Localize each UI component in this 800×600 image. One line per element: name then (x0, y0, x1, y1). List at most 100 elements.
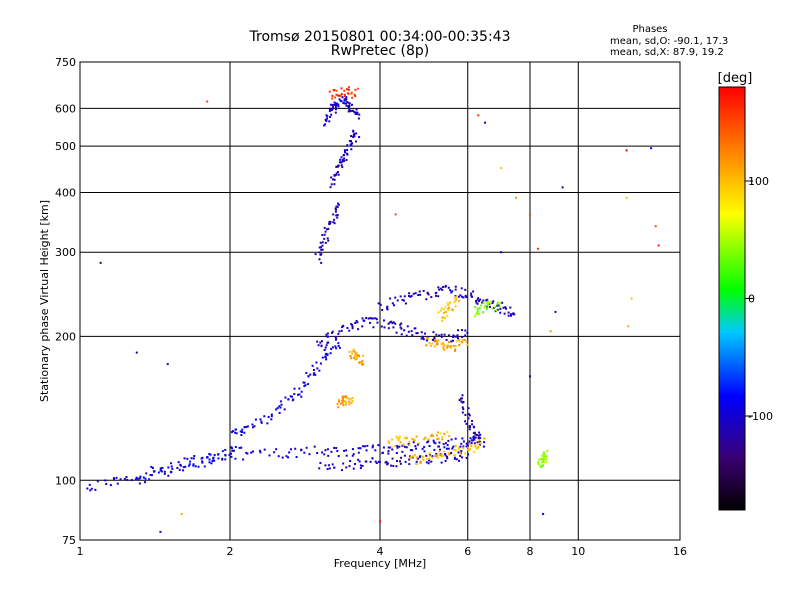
echo-point (416, 443, 419, 446)
echo-point (423, 450, 426, 453)
echo-point (242, 458, 245, 461)
echo-point (415, 447, 418, 450)
echo-point (473, 450, 476, 453)
echo-point (350, 401, 353, 404)
echo-point (432, 439, 435, 442)
echo-point (483, 441, 486, 444)
echo-point (403, 295, 406, 298)
echo-point (318, 467, 321, 470)
echo-point (358, 355, 361, 358)
echo-point (440, 453, 443, 456)
echo-point (512, 313, 515, 316)
echo-point (161, 470, 164, 473)
echo-point (371, 444, 374, 447)
echo-point (412, 292, 415, 295)
echo-point (275, 408, 278, 411)
echo-point (414, 445, 417, 448)
echo-point (335, 165, 338, 168)
echo-point (318, 251, 321, 254)
echo-point (340, 161, 343, 164)
echo-point (367, 317, 370, 320)
echo-point (277, 455, 280, 458)
echo-point (536, 247, 539, 250)
echo-point (464, 329, 467, 332)
echo-point (454, 299, 457, 302)
echo-point (280, 403, 283, 406)
echo-point (459, 452, 462, 455)
echo-point (459, 445, 462, 448)
echo-point (499, 302, 502, 305)
echo-point (326, 332, 329, 335)
y-tick-label: 400 (55, 186, 76, 199)
echo-point (415, 332, 418, 335)
echo-point (320, 248, 323, 251)
echo-point (395, 435, 398, 438)
echo-point (435, 341, 438, 344)
echo-point (410, 295, 413, 298)
echo-point (468, 426, 471, 429)
echo-point (507, 311, 510, 314)
echo-point (354, 322, 357, 325)
echo-point (116, 482, 119, 485)
echo-point (333, 222, 336, 225)
echo-point (431, 342, 434, 345)
echo-point (221, 457, 224, 460)
echo-point (454, 445, 457, 448)
echo-point (333, 101, 336, 104)
echo-point (513, 313, 516, 316)
echo-point (400, 333, 403, 336)
colorbar: [deg] 100 0 -100 (718, 71, 773, 511)
echo-point (212, 457, 215, 460)
echo-point (305, 446, 308, 449)
echo-point (457, 446, 460, 449)
echo-point (425, 461, 428, 464)
echo-point (455, 297, 458, 300)
echo-point (464, 294, 467, 297)
echo-point (334, 207, 337, 210)
echo-point (323, 348, 326, 351)
echo-point (391, 438, 394, 441)
echo-point (337, 103, 340, 106)
echo-point (474, 315, 477, 318)
echo-point (350, 357, 353, 360)
echo-point (442, 343, 445, 346)
echo-point (356, 111, 359, 114)
echo-point (485, 301, 488, 304)
echo-point (465, 456, 468, 459)
echo-point (337, 94, 340, 97)
echo-point (351, 109, 354, 112)
echo-point (345, 88, 348, 91)
echo-point (410, 330, 413, 333)
echo-point (542, 453, 545, 456)
echo-point (477, 437, 480, 440)
echo-point (423, 446, 426, 449)
echo-point (460, 456, 463, 459)
echo-point (430, 460, 433, 463)
echo-point (374, 460, 377, 463)
echo-point (433, 345, 436, 348)
echo-point (361, 354, 364, 357)
echo-point (327, 341, 330, 344)
echo-point (477, 114, 480, 117)
echo-point (326, 468, 329, 471)
echo-point (457, 337, 460, 340)
echo-point (466, 442, 469, 445)
echo-point (383, 326, 386, 329)
echo-point (341, 402, 344, 405)
echo-point (328, 120, 331, 123)
echo-point (344, 98, 347, 101)
echo-point (444, 452, 447, 455)
echo-point (357, 328, 360, 331)
echo-point (395, 451, 398, 454)
echo-point (351, 96, 354, 99)
echo-point (109, 484, 112, 487)
echo-point (499, 306, 502, 309)
echo-point (224, 458, 227, 461)
echo-point (224, 448, 227, 451)
echo-point (494, 306, 497, 309)
echo-point (464, 420, 467, 423)
echo-point (399, 326, 402, 329)
echo-point (361, 317, 364, 320)
echo-point (453, 457, 456, 460)
echo-point (435, 294, 438, 297)
